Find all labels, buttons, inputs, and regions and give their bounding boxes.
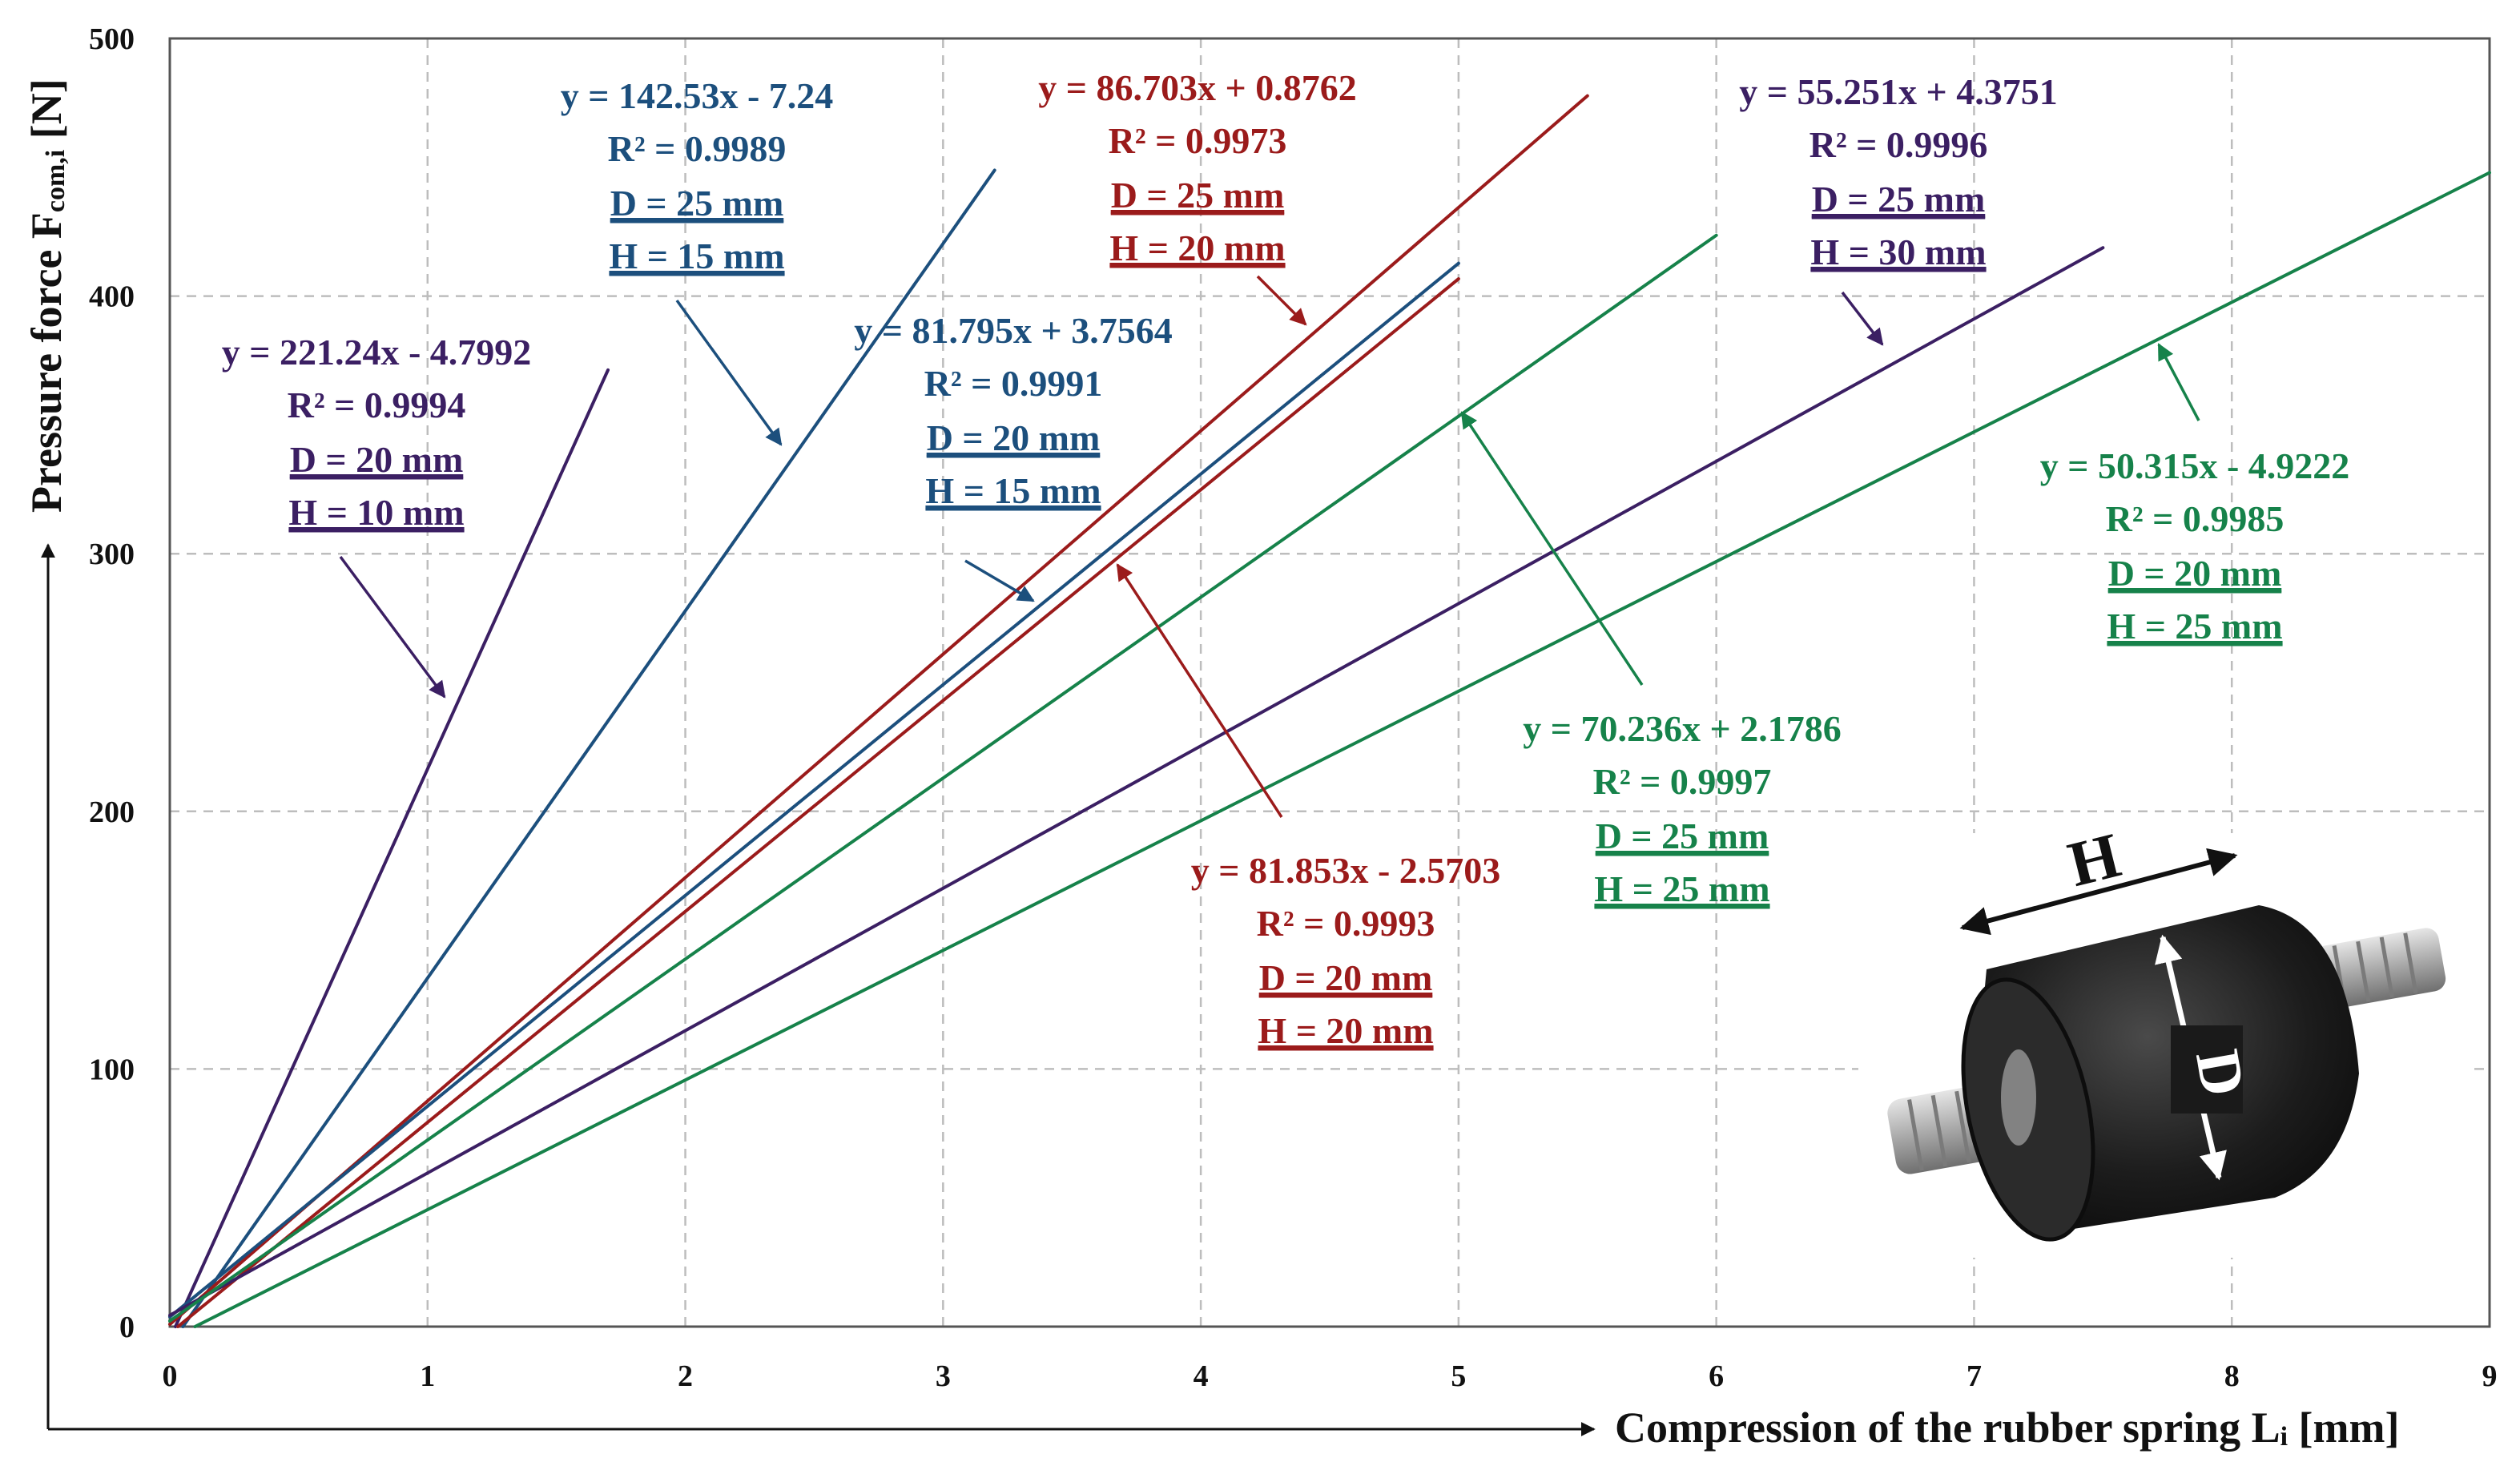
y-axis-title: Pressure force Fcom,i [N] bbox=[22, 79, 70, 513]
annotation-h: H = 10 mm bbox=[288, 492, 464, 533]
annotation-h: H = 15 mm bbox=[609, 236, 784, 276]
annotation-equation: y = 142.53x - 7.24 bbox=[561, 75, 834, 116]
annotation-equation: y = 86.703x + 0.8762 bbox=[1038, 67, 1356, 108]
y-tick-labels: 0 100 200 300 400 500 bbox=[89, 22, 135, 1344]
annotation-1: y = 221.24x - 4.7992 R² = 0.9994 D = 20 mm… bbox=[222, 332, 532, 533]
annotation-equation: y = 50.315x - 4.9222 bbox=[2040, 445, 2350, 486]
annotation-h: H = 15 mm bbox=[925, 470, 1101, 511]
annotation-d: D = 25 mm bbox=[1596, 816, 1769, 856]
annotation-d: D = 25 mm bbox=[1111, 175, 1285, 215]
annotation-pointer-4 bbox=[964, 559, 1035, 602]
annotation-pointer-6 bbox=[1841, 291, 1884, 346]
series-line-8 bbox=[193, 171, 2491, 1328]
series-line-2 bbox=[181, 168, 996, 1328]
annotation-h: H = 25 mm bbox=[1594, 868, 1769, 909]
annotation-h: H = 20 mm bbox=[1258, 1010, 1433, 1051]
annotation-pointer-7 bbox=[1460, 411, 1644, 686]
y-tick-label: 500 bbox=[89, 22, 135, 56]
annotation-equation: y = 221.24x - 4.7992 bbox=[222, 332, 532, 373]
series-line-3 bbox=[168, 94, 1589, 1327]
x-axis-title: Compression of the rubber spring Li [mm] bbox=[1615, 1404, 2399, 1452]
annotation-r2: R² = 0.9989 bbox=[608, 128, 787, 169]
series-line-1 bbox=[173, 368, 610, 1328]
plot-frame bbox=[168, 37, 2491, 1328]
annotation-pointer-2 bbox=[675, 299, 783, 446]
annotation-equation: y = 81.795x + 3.7564 bbox=[854, 310, 1172, 351]
annotation-equation: y = 55.251x + 4.3751 bbox=[1739, 71, 2057, 112]
annotation-h: H = 25 mm bbox=[2107, 606, 2282, 646]
annotation-pointer-1 bbox=[339, 555, 446, 699]
annotations: y = 221.24x - 4.7992 R² = 0.9994 D = 20 mm… bbox=[222, 67, 2350, 1051]
annotation-2: y = 142.53x - 7.24 R² = 0.9989 D = 25 mm H … bbox=[561, 75, 834, 276]
series-line-4 bbox=[168, 261, 1460, 1319]
annotation-pointer-8 bbox=[2157, 343, 2200, 421]
x-tick-label: 9 bbox=[2482, 1359, 2498, 1393]
annotation-d: D = 25 mm bbox=[1812, 179, 1986, 219]
annotation-r2: R² = 0.9994 bbox=[288, 385, 466, 425]
end-face-highlight bbox=[2001, 1049, 2036, 1146]
annotation-d: D = 25 mm bbox=[610, 183, 784, 224]
x-tick-label: 5 bbox=[1451, 1359, 1466, 1393]
rubber-spring-photo: D H bbox=[1858, 820, 2467, 1258]
annotation-pointer-5 bbox=[1116, 563, 1283, 818]
y-tick-label: 400 bbox=[89, 280, 135, 314]
annotation-r2: R² = 0.9991 bbox=[924, 363, 1103, 404]
x-tick-label: 8 bbox=[2224, 1359, 2240, 1393]
series-line-5 bbox=[176, 277, 1460, 1328]
series-line-6 bbox=[168, 246, 2105, 1317]
annotation-h: H = 30 mm bbox=[1810, 232, 1986, 272]
annotation-r2: R² = 0.9993 bbox=[1257, 903, 1435, 944]
annotation-equation: y = 81.853x - 2.5703 bbox=[1191, 850, 1501, 891]
x-tick-label: 4 bbox=[1194, 1359, 1209, 1393]
grid-lines bbox=[170, 38, 2490, 1327]
annotation-r2: R² = 0.9985 bbox=[2106, 498, 2285, 539]
annotation-arrows bbox=[339, 275, 2200, 818]
series-lines bbox=[168, 94, 2491, 1328]
annotation-4: y = 81.795x + 3.7564 R² = 0.9991 D = 20 mm… bbox=[854, 310, 1172, 511]
x-tick-labels: 0 1 2 3 4 5 6 7 8 9 bbox=[163, 1359, 2498, 1393]
y-tick-label: 100 bbox=[89, 1053, 135, 1086]
d-label-box bbox=[2171, 1025, 2243, 1114]
x-tick-label: 7 bbox=[1966, 1359, 1982, 1393]
annotation-d: D = 20 mm bbox=[1259, 957, 1433, 998]
annotation-6: y = 55.251x + 4.3751 R² = 0.9996 D = 25 mm… bbox=[1739, 71, 2057, 272]
annotation-d: D = 20 mm bbox=[927, 417, 1101, 458]
y-tick-label: 300 bbox=[89, 538, 135, 571]
x-tick-label: 2 bbox=[678, 1359, 693, 1393]
annotation-h: H = 20 mm bbox=[1109, 228, 1285, 268]
x-tick-label: 0 bbox=[163, 1359, 178, 1393]
x-tick-label: 1 bbox=[420, 1359, 435, 1393]
x-tick-label: 6 bbox=[1709, 1359, 1724, 1393]
annotation-d: D = 20 mm bbox=[2108, 553, 2282, 594]
series-line-7 bbox=[168, 233, 1718, 1323]
annotation-r2: R² = 0.9997 bbox=[1593, 761, 1772, 802]
annotation-7: y = 70.236x + 2.1786 R² = 0.9997 D = 25 mm… bbox=[1523, 708, 1841, 909]
annotation-equation: y = 70.236x + 2.1786 bbox=[1523, 708, 1841, 749]
annotation-r2: R² = 0.9996 bbox=[1809, 124, 1988, 165]
annotation-pointer-3 bbox=[1256, 275, 1307, 326]
annotation-5: y = 81.853x - 2.5703 R² = 0.9993 D = 20 mm… bbox=[1191, 850, 1501, 1051]
annotation-r2: R² = 0.9973 bbox=[1109, 120, 1287, 161]
h-dimension-arrow bbox=[1959, 848, 2238, 936]
annotation-d: D = 20 mm bbox=[290, 439, 464, 480]
y-tick-label: 0 bbox=[119, 1311, 135, 1344]
x-tick-label: 3 bbox=[936, 1359, 951, 1393]
y-tick-label: 200 bbox=[89, 795, 135, 829]
annotation-3: y = 86.703x + 0.8762 R² = 0.9973 D = 25 mm… bbox=[1038, 67, 1356, 268]
annotation-8: y = 50.315x - 4.9222 R² = 0.9985 D = 20 mm… bbox=[2040, 445, 2350, 646]
